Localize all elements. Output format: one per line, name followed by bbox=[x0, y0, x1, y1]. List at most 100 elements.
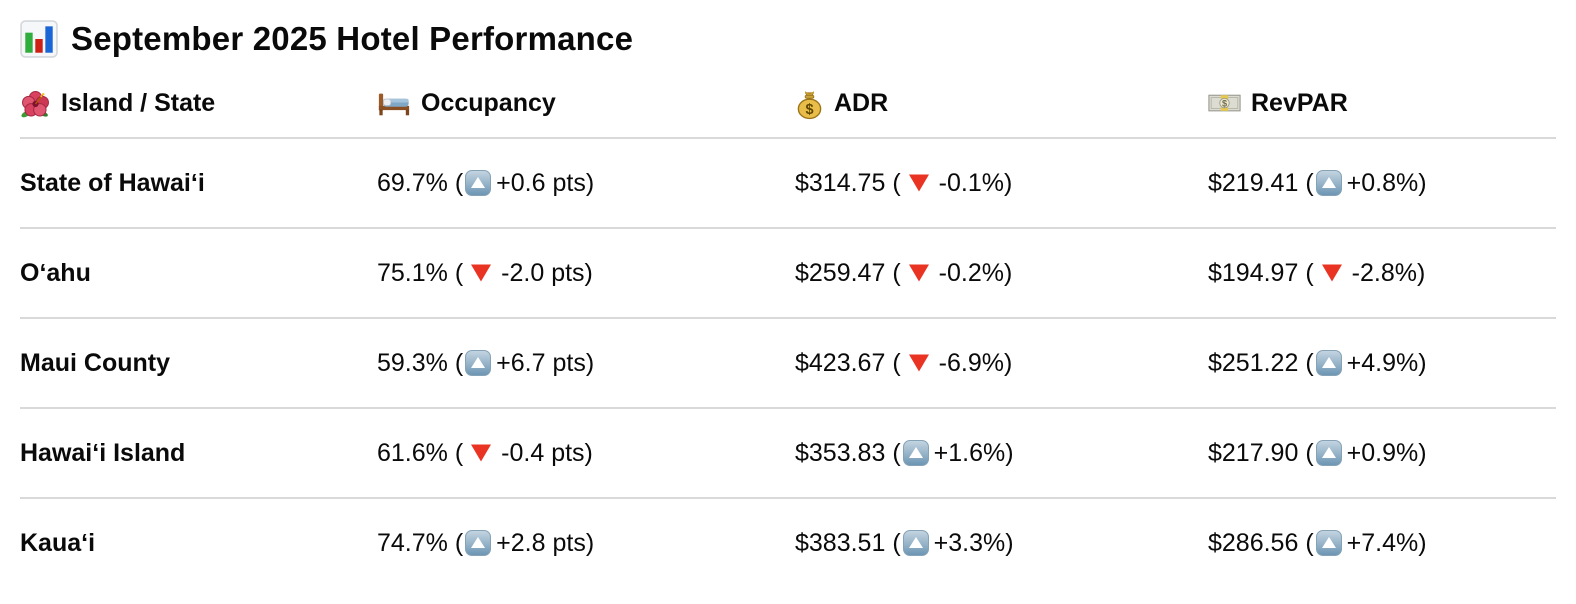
occupancy-change: +6.7 pts bbox=[496, 348, 586, 377]
paren-close: ) bbox=[1005, 528, 1014, 557]
revpar-change: -2.8% bbox=[1351, 258, 1417, 287]
paren-close: ) bbox=[1418, 168, 1427, 197]
occupancy-cell: 74.7% ( +2.8 pts) bbox=[377, 529, 795, 558]
occupancy-cell: 61.6% ( -0.4 pts) bbox=[377, 439, 795, 468]
occupancy-value: 59.3% bbox=[377, 348, 448, 377]
occupancy-cell: 69.7% (+0.6 pts) bbox=[377, 169, 795, 198]
revpar-value: $286.56 bbox=[1208, 528, 1299, 557]
column-header-island: Island / State bbox=[20, 88, 377, 119]
occupancy-change: +2.8 pts bbox=[496, 528, 586, 557]
paren-close: ) bbox=[584, 258, 593, 287]
trend-down-icon bbox=[1321, 263, 1343, 283]
paren-open: ( bbox=[1305, 168, 1314, 197]
paren-close: ) bbox=[1003, 258, 1013, 287]
adr-cell: $314.75 (-0.1%) bbox=[795, 169, 1208, 198]
table-row: Kauaʻi 74.7% (+2.8 pts) $383.51 (+3.3%) … bbox=[20, 499, 1556, 587]
adr-change: -6.9% bbox=[938, 348, 1004, 377]
trend-down-icon bbox=[470, 443, 492, 463]
trend-up-icon bbox=[902, 439, 929, 466]
occupancy-change: -0.4 pts bbox=[501, 438, 585, 467]
paren-open: ( bbox=[892, 438, 901, 467]
paren-close: ) bbox=[585, 168, 595, 197]
trend-down-icon bbox=[908, 173, 930, 193]
paren-open: ( bbox=[1305, 258, 1314, 287]
column-header-revpar: $ RevPAR bbox=[1208, 89, 1556, 118]
trend-up-icon bbox=[1315, 529, 1342, 556]
adr-change: -0.1% bbox=[938, 168, 1004, 197]
svg-text:$: $ bbox=[1222, 98, 1227, 108]
adr-value: $314.75 bbox=[795, 168, 886, 197]
hibiscus-icon bbox=[20, 88, 51, 119]
paren-close: ) bbox=[1003, 168, 1013, 197]
island-name: Kauaʻi bbox=[20, 528, 96, 557]
occupancy-change: -2.0 pts bbox=[501, 258, 585, 287]
revpar-value: $194.97 bbox=[1208, 258, 1299, 287]
adr-value: $423.67 bbox=[795, 348, 886, 377]
trend-up-icon bbox=[465, 529, 492, 556]
revpar-cell: $194.97 ( -2.8%) bbox=[1208, 259, 1556, 288]
bar-chart-icon bbox=[20, 20, 58, 58]
trend-down-icon bbox=[908, 263, 930, 283]
paren-open: ( bbox=[892, 258, 901, 287]
paren-open: ( bbox=[454, 168, 464, 197]
table-row: State of Hawaiʻi 69.7% (+0.6 pts) $314.7… bbox=[20, 139, 1556, 229]
adr-value: $383.51 bbox=[795, 528, 886, 557]
paren-open: ( bbox=[454, 528, 464, 557]
adr-value: $353.83 bbox=[795, 438, 886, 467]
money-bag-icon: $ bbox=[795, 88, 824, 120]
occupancy-cell: 59.3% (+6.7 pts) bbox=[377, 349, 795, 378]
table-header-row: Island / State Occupancy bbox=[20, 64, 1556, 139]
paren-close: ) bbox=[584, 438, 593, 467]
trend-up-icon bbox=[902, 529, 929, 556]
adr-value: $259.47 bbox=[795, 258, 886, 287]
revpar-change: +0.8% bbox=[1346, 168, 1419, 197]
revpar-change: +4.9% bbox=[1346, 348, 1419, 377]
adr-cell: $423.67 (-6.9%) bbox=[795, 349, 1208, 378]
island-name: Oʻahu bbox=[20, 258, 91, 287]
svg-text:$: $ bbox=[805, 102, 813, 118]
dollar-banknote-icon: $ bbox=[1208, 92, 1241, 115]
column-header-occupancy-label: Occupancy bbox=[421, 89, 556, 117]
trend-up-icon bbox=[465, 349, 492, 376]
revpar-cell: $251.22 (+4.9%) bbox=[1208, 349, 1556, 378]
island-name: Hawaiʻi Island bbox=[20, 438, 186, 467]
adr-change: +1.6% bbox=[933, 438, 1006, 467]
revpar-cell: $217.90 (+0.9%) bbox=[1208, 439, 1556, 468]
page-title-row: September 2025 Hotel Performance bbox=[20, 0, 1556, 64]
paren-close: ) bbox=[585, 528, 595, 557]
paren-close: ) bbox=[1418, 348, 1427, 377]
paren-close: ) bbox=[1005, 438, 1014, 467]
paren-open: ( bbox=[454, 438, 464, 467]
revpar-cell: $286.56 (+7.4%) bbox=[1208, 529, 1556, 558]
column-header-island-label: Island / State bbox=[61, 89, 216, 117]
column-header-adr: $ ADR bbox=[795, 88, 1208, 120]
paren-close: ) bbox=[1418, 438, 1427, 467]
paren-open: ( bbox=[454, 258, 464, 287]
trend-down-icon bbox=[908, 353, 930, 373]
hotel-performance-table: September 2025 Hotel Performance bbox=[0, 0, 1576, 587]
adr-cell: $383.51 (+3.3%) bbox=[795, 529, 1208, 558]
adr-cell: $259.47 ( -0.2%) bbox=[795, 259, 1208, 288]
occupancy-value: 69.7% bbox=[377, 168, 448, 197]
column-header-occupancy: Occupancy bbox=[377, 89, 795, 118]
paren-close: ) bbox=[1003, 348, 1013, 377]
occupancy-cell: 75.1% (-2.0 pts) bbox=[377, 259, 795, 288]
revpar-value: $219.41 bbox=[1208, 168, 1299, 197]
island-name: Maui County bbox=[20, 348, 170, 377]
trend-down-icon bbox=[470, 263, 492, 283]
revpar-value: $217.90 bbox=[1208, 438, 1299, 467]
paren-close: ) bbox=[1418, 528, 1427, 557]
paren-close: ) bbox=[1416, 258, 1426, 287]
adr-cell: $353.83 ( +1.6%) bbox=[795, 439, 1208, 468]
island-name: State of Hawaiʻi bbox=[20, 168, 205, 197]
column-header-revpar-label: RevPAR bbox=[1251, 89, 1348, 117]
occupancy-value: 61.6% bbox=[377, 438, 448, 467]
page-title: September 2025 Hotel Performance bbox=[71, 20, 634, 57]
adr-change: -0.2% bbox=[938, 258, 1004, 287]
paren-open: ( bbox=[892, 528, 901, 557]
revpar-value: $251.22 bbox=[1208, 348, 1299, 377]
paren-close: ) bbox=[585, 348, 595, 377]
occupancy-value: 74.7% bbox=[377, 528, 448, 557]
trend-up-icon bbox=[1315, 169, 1342, 196]
trend-up-icon bbox=[1315, 349, 1342, 376]
